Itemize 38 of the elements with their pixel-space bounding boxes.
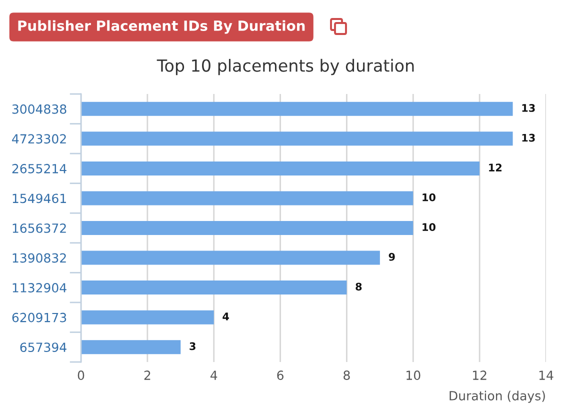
y-tick-label: 6209173 (12, 312, 66, 322)
data-label: 3 (190, 342, 196, 350)
y-tick-label: 1656372 (12, 223, 66, 233)
chart-title: Publisher Placement IDs By Duration (18, 20, 305, 34)
x-tick-label: 14 (539, 370, 554, 380)
data-label: 13 (522, 104, 535, 112)
bar (81, 102, 513, 116)
bar (81, 221, 414, 235)
y-tick-label: 3004838 (12, 104, 66, 114)
bar (81, 280, 347, 295)
data-label: 8 (356, 282, 362, 291)
chart-subtitle: Top 10 placements by duration (156, 58, 414, 76)
data-label: 10 (422, 223, 436, 232)
bar (81, 132, 513, 146)
x-tick-label: 10 (406, 370, 420, 380)
x-tick-label: 4 (210, 370, 218, 380)
x-tick-label: 6 (277, 370, 284, 380)
data-label: 9 (388, 252, 395, 261)
data-label: 4 (222, 312, 229, 320)
bar (81, 250, 380, 265)
y-tick-label: 657394 (20, 342, 66, 352)
y-tick-label: 1390832 (12, 253, 66, 263)
x-axis-title: Duration (days) (450, 390, 545, 403)
y-tick-label: 2655214 (12, 164, 66, 174)
y-tick-label: 4723302 (12, 134, 66, 144)
y-tick-label: 1549461 (12, 194, 66, 204)
x-tick-label: 12 (472, 370, 486, 380)
x-tick-label: 0 (78, 370, 84, 380)
bar (81, 310, 214, 324)
bar (81, 191, 414, 206)
x-tick-label: 8 (344, 370, 350, 380)
data-label: 12 (489, 164, 502, 172)
data-label: 13 (522, 134, 535, 142)
x-tick-label: 2 (144, 370, 150, 380)
bar (81, 161, 480, 176)
y-tick-label: 1132904 (12, 283, 66, 292)
data-label: 10 (422, 193, 436, 202)
bar (81, 340, 181, 354)
